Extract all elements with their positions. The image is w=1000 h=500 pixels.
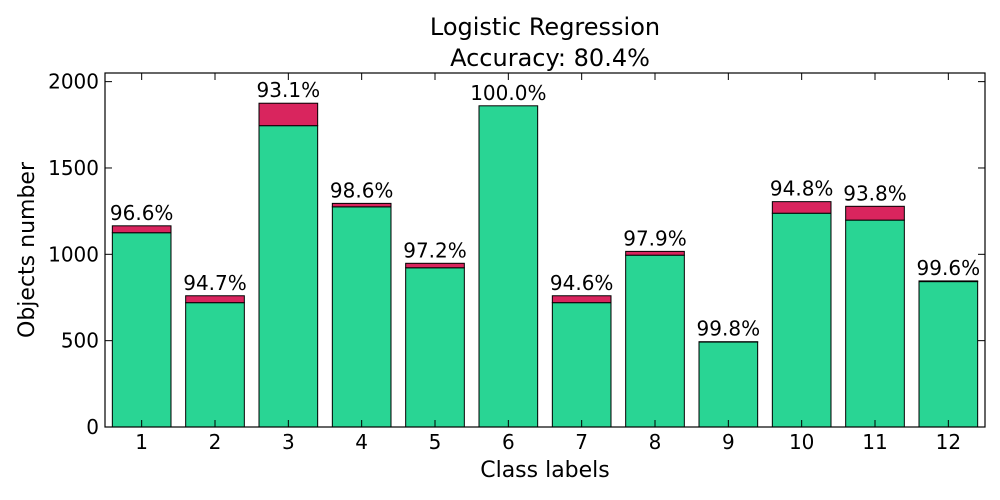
x-tick-label-9: 9 [722,430,735,454]
x-tick-label-7: 7 [575,430,588,454]
bar-correct-3 [258,125,319,428]
y-tick-label-2000: 2000 [48,70,99,94]
bar-correct-4 [331,206,392,428]
bar-data-label-4: 98.6% [330,178,394,202]
bar-data-label-7: 94.6% [550,271,614,295]
y-tick-label-1000: 1000 [48,242,99,266]
chart-title-line-2: Accuracy: 80.4% [450,44,650,72]
bar-correct-11 [845,219,905,428]
bar-correct-6 [478,105,539,428]
bar-data-label-5: 97.2% [403,238,467,262]
bar-correct-9 [698,341,759,428]
bar-correct-1 [111,232,172,428]
bar-misclassified-5 [405,262,465,269]
y-tick-label-1500: 1500 [48,156,99,180]
bar-data-label-1: 96.6% [110,201,174,225]
x-tick-label-2: 2 [209,430,222,454]
bar-data-label-6: 100.0% [470,81,546,105]
bar-misclassified-7 [551,295,612,304]
bar-misclassified-10 [771,201,832,214]
bar-misclassified-3 [258,102,319,127]
bar-data-label-2: 94.7% [183,271,247,295]
x-tick-label-12: 12 [936,430,961,454]
bar-misclassified-11 [845,205,905,221]
bar-misclassified-12 [918,280,979,283]
plot-area: 96.6% 1 94.7% 2 93.1% 3 98.6% 4 97.2% 5 100.0% 6 94.… [48,70,986,454]
bar-data-label-12: 99.6% [917,256,981,280]
bar-correct-10 [771,212,832,428]
bar-misclassified-4 [331,202,392,208]
bar-data-label-9: 99.8% [697,317,761,341]
chart-title-line-1: Logistic Regression [430,13,660,41]
y-tick-label-0: 0 [86,415,99,439]
bar-data-label-10: 94.8% [770,177,834,201]
bar-correct-5 [405,267,465,428]
bar-misclassified-8 [625,250,685,256]
plot-frame [104,72,986,428]
bar-data-label-11: 93.8% [843,181,907,205]
x-tick-label-3: 3 [282,430,295,454]
x-tick-label-1: 1 [135,430,148,454]
bar-correct-12 [918,281,979,428]
x-tick-label-11: 11 [862,430,887,454]
x-tick-label-4: 4 [355,430,368,454]
y-axis-label: Objects number [15,161,40,338]
bar-correct-8 [625,254,685,428]
x-tick-label-10: 10 [789,430,814,454]
bar-data-label-3: 93.1% [257,78,321,102]
bar-data-label-8: 97.9% [623,226,687,250]
x-tick-label-6: 6 [502,430,515,454]
bar-misclassified-2 [185,295,245,304]
x-tick-label-5: 5 [429,430,442,454]
bar-correct-7 [551,302,612,428]
bar-correct-2 [185,302,245,428]
y-tick-label-500: 500 [61,329,99,353]
x-tick-label-8: 8 [649,430,662,454]
bar-misclassified-1 [111,225,172,234]
x-axis-label: Class labels [480,458,610,483]
